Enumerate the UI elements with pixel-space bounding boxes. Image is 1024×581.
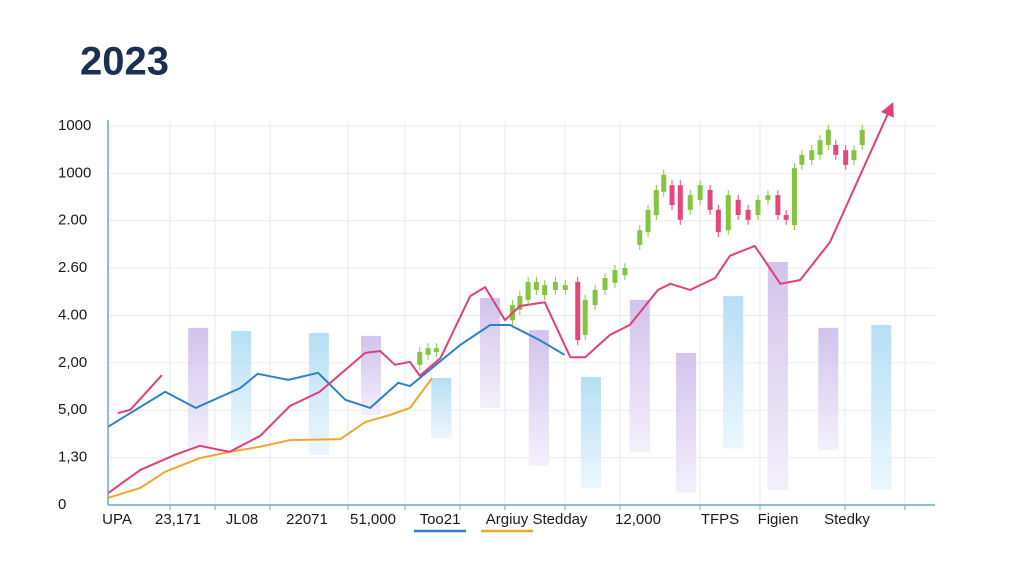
legend-label: Too21 bbox=[420, 511, 461, 528]
labels: 0 1,30 5,00 2,00 4.00 2.60 2.00 1000 1000 UPA 23,1… bbox=[58, 117, 870, 533]
candle-body bbox=[542, 285, 548, 296]
chart-title: 2023 bbox=[80, 40, 169, 84]
x-tick-label: UPA bbox=[102, 511, 132, 528]
y-tick-label: 1,30 bbox=[58, 449, 87, 466]
candle-body bbox=[799, 154, 805, 165]
range-fade bbox=[528, 330, 549, 466]
candle-body bbox=[707, 189, 713, 210]
candle-body bbox=[533, 281, 539, 290]
range-fade bbox=[767, 261, 788, 490]
lines bbox=[107, 102, 894, 499]
x-tick-label: Stedky bbox=[824, 511, 870, 528]
x-tick-label: 22071 bbox=[286, 511, 328, 528]
candle-body bbox=[859, 129, 865, 145]
candle-body bbox=[517, 296, 523, 310]
line-series bbox=[107, 102, 894, 495]
range-fade bbox=[188, 327, 209, 451]
candle-body bbox=[637, 230, 643, 245]
candle-body bbox=[677, 185, 683, 220]
x-tick-label: Stedday bbox=[532, 511, 588, 528]
candle-body bbox=[433, 348, 439, 352]
y-tick-label: 2,00 bbox=[58, 354, 87, 371]
candle-body bbox=[622, 268, 628, 276]
candle-body bbox=[612, 270, 618, 283]
legend-label: Argiuy bbox=[486, 511, 529, 528]
x-tick-label: 51,000 bbox=[350, 511, 396, 528]
candle-body bbox=[843, 150, 849, 165]
candle-body bbox=[817, 140, 823, 155]
candle-body bbox=[669, 185, 675, 206]
candle-body bbox=[851, 150, 857, 161]
x-tick-label: TFPS bbox=[701, 511, 739, 528]
range-fade bbox=[360, 335, 381, 415]
line-series bbox=[107, 377, 434, 499]
candle-body bbox=[745, 209, 751, 220]
candle-body bbox=[575, 281, 581, 341]
candle-body bbox=[582, 299, 588, 335]
candle-body bbox=[417, 351, 423, 365]
x-tick-label: 23,171 bbox=[155, 511, 201, 528]
y-tick-label: 4.00 bbox=[58, 306, 87, 323]
line-series bbox=[117, 374, 163, 415]
candle-body bbox=[755, 199, 761, 216]
x-tick-label: Figien bbox=[758, 511, 799, 528]
candle-body bbox=[765, 195, 771, 200]
range-fade bbox=[723, 296, 744, 449]
range-bars bbox=[188, 261, 892, 493]
candle-body bbox=[525, 281, 531, 300]
candle-body bbox=[825, 129, 831, 145]
range-fade bbox=[676, 352, 697, 493]
grid bbox=[108, 122, 935, 506]
candle-body bbox=[425, 348, 431, 355]
candle-body bbox=[661, 174, 667, 192]
candles bbox=[417, 124, 865, 370]
range-fade bbox=[480, 297, 501, 408]
candle-body bbox=[833, 144, 839, 155]
candle-body bbox=[725, 195, 731, 231]
candle-body bbox=[715, 209, 721, 233]
candle-body bbox=[552, 281, 558, 290]
candle-body bbox=[697, 185, 703, 200]
y-tick-label: 5,00 bbox=[58, 401, 87, 418]
candle-body bbox=[783, 215, 789, 220]
candle-body bbox=[687, 195, 693, 210]
candle-body bbox=[809, 150, 815, 161]
axes bbox=[107, 120, 935, 510]
y-tick-label: 2.00 bbox=[58, 212, 87, 229]
y-tick-label: 1000 bbox=[58, 164, 91, 181]
range-fade bbox=[818, 327, 839, 451]
y-tick-label: 2.60 bbox=[58, 259, 87, 276]
candle-body bbox=[562, 285, 568, 290]
x-tick-label: 12,000 bbox=[615, 511, 661, 528]
range-fade bbox=[629, 299, 650, 452]
candle-body bbox=[775, 195, 781, 216]
range-fade bbox=[231, 331, 252, 441]
range-fade bbox=[580, 377, 601, 488]
line-series bbox=[107, 324, 566, 428]
candle-body bbox=[602, 278, 608, 290]
y-tick-label: 0 bbox=[58, 496, 66, 513]
candle-body bbox=[645, 209, 651, 233]
range-fade bbox=[431, 378, 452, 439]
range-fade bbox=[871, 324, 892, 490]
candle-body bbox=[653, 189, 659, 216]
candle-body bbox=[592, 289, 598, 306]
y-tick-label: 1000 bbox=[58, 117, 91, 134]
candle-body bbox=[791, 168, 797, 226]
x-tick-label: JL08 bbox=[226, 511, 259, 528]
candle-body bbox=[735, 199, 741, 216]
range-fade bbox=[308, 333, 329, 455]
